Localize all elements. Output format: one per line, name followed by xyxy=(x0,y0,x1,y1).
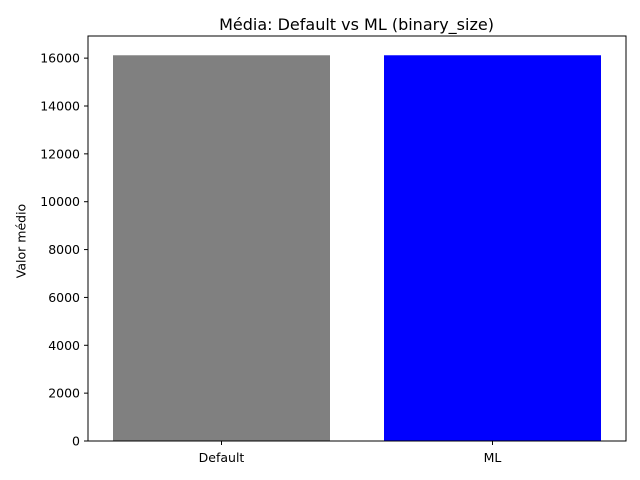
y-tick-label: 14000 xyxy=(40,98,80,113)
y-tick-label: 0 xyxy=(72,434,80,449)
chart-title: Média: Default vs ML (binary_size) xyxy=(219,15,494,35)
bar-default xyxy=(113,55,330,441)
x-tick-label: ML xyxy=(484,450,502,465)
y-axis-ticks: 0 2000 4000 6000 8000 10000 12000 14000 16000 xyxy=(40,51,88,449)
y-tick-label: 8000 xyxy=(48,242,80,257)
axes-spines xyxy=(87,35,627,442)
x-axis-ticks: Default ML xyxy=(199,441,502,465)
y-axis-label: Valor médio xyxy=(14,204,29,278)
bar-ml xyxy=(384,55,601,441)
x-tick-label: Default xyxy=(199,450,245,465)
y-tick-label: 4000 xyxy=(48,338,80,353)
y-tick-label: 2000 xyxy=(48,386,80,401)
y-tick-label: 6000 xyxy=(48,290,80,305)
y-tick-label: 10000 xyxy=(40,194,80,209)
y-tick-label: 16000 xyxy=(40,51,80,66)
y-tick-label: 12000 xyxy=(40,146,80,161)
plot-frame xyxy=(87,35,627,442)
bars-group xyxy=(113,55,601,441)
